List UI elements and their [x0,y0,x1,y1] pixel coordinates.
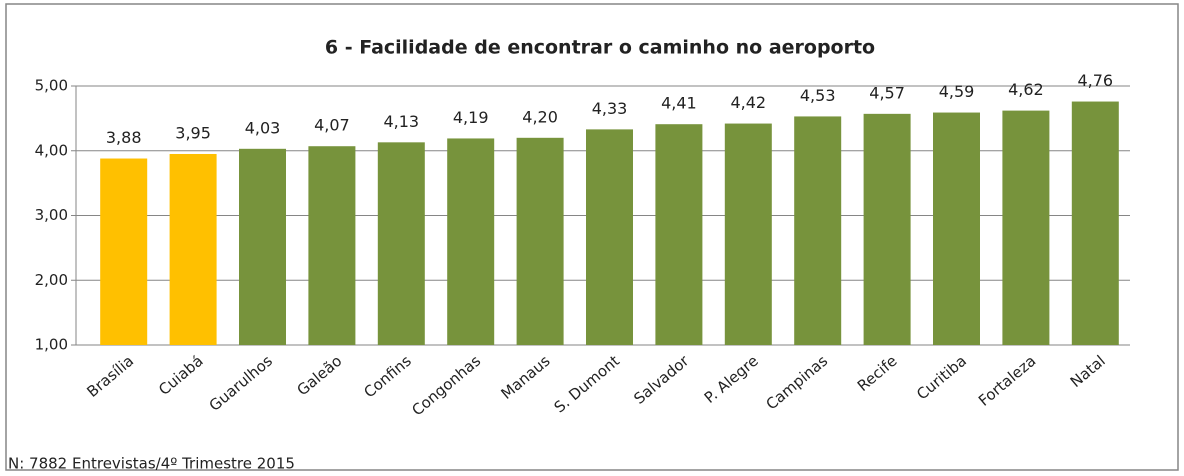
value-label: 4,41 [661,94,697,113]
bar [724,123,772,346]
bar [586,129,633,345]
value-label: 3,95 [175,123,211,142]
footnote: N: 7882 Entrevistas/4º Trimestre 2015 [8,455,295,473]
bar [933,112,980,345]
bar [239,148,286,345]
value-label: 4,76 [1077,71,1113,90]
bar [377,142,425,345]
value-label: 4,59 [939,82,975,101]
value-label: 4,13 [383,112,419,131]
value-label: 4,03 [245,118,281,137]
bar [1002,110,1050,345]
bar [516,137,564,345]
value-label: 4,53 [800,86,836,105]
bar [308,146,356,345]
bar [1071,101,1119,345]
y-tick-label: 1,00 [35,336,68,354]
value-label: 4,42 [730,93,766,112]
value-label: 3,88 [106,128,142,147]
value-label: 4,19 [453,108,489,127]
value-label: 4,07 [314,116,350,135]
y-tick-label: 4,00 [35,141,68,159]
value-label: 4,33 [592,99,628,118]
bar [655,124,703,345]
bar [169,153,217,345]
value-label: 4,20 [522,107,558,126]
value-label: 4,62 [1008,80,1044,99]
y-tick-label: 5,00 [35,77,68,95]
bar [794,116,842,346]
y-tick-label: 2,00 [35,271,68,289]
bar [863,113,911,345]
bar [100,158,148,345]
bar [447,138,495,345]
y-tick-label: 3,00 [35,206,68,224]
value-label: 4,57 [869,83,905,102]
chart-title: 6 - Facilidade de encontrar o caminho no… [325,37,875,59]
